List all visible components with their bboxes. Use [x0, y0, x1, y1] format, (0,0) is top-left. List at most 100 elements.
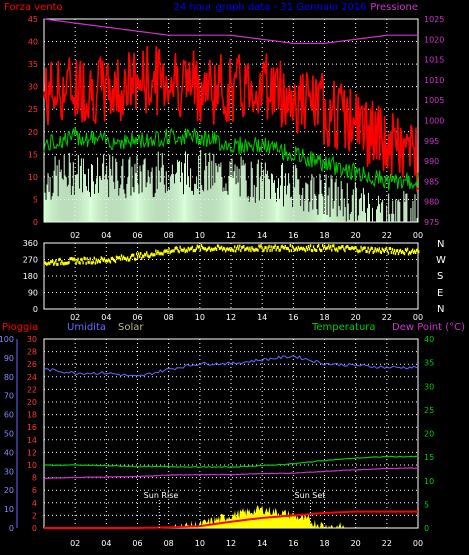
direction-point — [159, 252, 161, 256]
direction-point — [339, 246, 341, 250]
direction-point — [282, 246, 284, 250]
direction-point — [201, 245, 204, 249]
x-tick-label-wind: 10 — [195, 231, 205, 240]
direction-point — [402, 251, 405, 255]
direction-point — [178, 250, 180, 254]
temp-tick-label: 10 — [424, 477, 434, 486]
direction-point — [293, 248, 296, 252]
direction-point — [50, 260, 52, 264]
direction-point — [138, 252, 140, 256]
pressure-tick-label: 1025 — [424, 15, 444, 24]
direction-point — [350, 247, 352, 251]
direction-point — [167, 250, 169, 254]
x-tick-label-direction: 08 — [164, 313, 174, 322]
direction-point — [141, 256, 143, 260]
direction-point — [381, 247, 384, 251]
direction-point — [123, 256, 126, 260]
direction-point — [151, 252, 153, 256]
direction-point — [209, 248, 212, 252]
direction-point — [176, 246, 178, 250]
direction-point — [165, 249, 167, 253]
direction-point — [378, 247, 380, 251]
direction-point — [196, 244, 199, 248]
direction-point — [202, 246, 205, 250]
direction-point — [214, 246, 217, 250]
direction-point — [272, 245, 274, 249]
direction-point — [217, 244, 220, 248]
direction-point — [255, 247, 257, 251]
direction-point — [345, 245, 347, 249]
direction-point — [189, 247, 191, 251]
direction-point — [118, 256, 121, 260]
direction-point — [281, 244, 283, 248]
direction-point — [241, 246, 243, 250]
direction-point — [56, 262, 58, 266]
direction-point — [119, 257, 122, 261]
wind-tick-label: 10 — [28, 173, 38, 182]
direction-point — [395, 249, 398, 253]
direction-point — [132, 253, 135, 257]
direction-point — [239, 244, 241, 248]
rain-tick-label: 26 — [27, 360, 37, 369]
wind-tick-label: 35 — [28, 60, 38, 69]
x-tick-label-weather: 00 — [413, 539, 423, 548]
direction-point — [321, 244, 324, 248]
direction-point — [64, 261, 66, 265]
direction-point — [81, 258, 83, 262]
direction-point — [149, 255, 151, 259]
direction-point — [49, 262, 51, 266]
x-tick-label-direction: 00 — [413, 313, 423, 322]
direction-point — [349, 247, 351, 251]
direction-point — [86, 257, 88, 261]
pressure-tick-label: 1000 — [424, 117, 444, 126]
humidity-tick-label: 10 — [4, 505, 14, 514]
direction-point — [346, 244, 348, 248]
direction-point — [115, 255, 118, 259]
x-tick-label-direction: 14 — [257, 313, 267, 322]
pressione-label: Pressione — [370, 2, 418, 13]
direction-point — [313, 247, 316, 251]
direction-point — [131, 253, 134, 257]
direction-point — [58, 258, 60, 262]
direction-point — [315, 249, 318, 253]
direction-point — [398, 249, 401, 253]
direction-point — [215, 247, 218, 251]
direction-point — [59, 257, 61, 261]
direction-point — [323, 244, 326, 248]
direction-point — [415, 248, 418, 252]
direction-point — [102, 258, 105, 262]
direction-point — [249, 246, 251, 250]
direction-point — [404, 248, 407, 252]
direction-point — [408, 250, 411, 254]
direction-point — [379, 250, 381, 254]
x-tick-label-wind: 22 — [382, 231, 392, 240]
direction-point — [99, 260, 101, 264]
direction-point — [219, 246, 222, 250]
direction-point — [155, 249, 157, 253]
direction-point — [157, 250, 159, 254]
direction-point — [385, 246, 388, 250]
direction-point — [263, 248, 265, 252]
direction-tick-label: 270 — [23, 256, 38, 265]
direction-point — [158, 251, 160, 255]
pressure-tick-label: 975 — [424, 218, 439, 227]
direction-point — [212, 247, 215, 251]
direction-point — [100, 256, 103, 260]
x-tick-label-direction: 06 — [132, 313, 142, 322]
direction-point — [164, 249, 166, 253]
direction-point — [401, 250, 404, 254]
direction-point — [91, 261, 93, 265]
direction-point — [384, 247, 387, 251]
sun-set-label: Sun Set — [295, 491, 326, 500]
direction-point — [305, 245, 308, 249]
direction-point — [65, 261, 67, 265]
direction-point — [117, 256, 120, 260]
rain-tick-label: 4 — [32, 499, 37, 508]
direction-point — [250, 249, 252, 253]
humidity-tick-label: 0 — [9, 524, 14, 533]
direction-point — [162, 252, 164, 256]
direction-point — [130, 254, 133, 258]
direction-point — [304, 249, 307, 253]
direction-point — [154, 253, 156, 257]
x-tick-label-direction: 02 — [70, 313, 80, 322]
